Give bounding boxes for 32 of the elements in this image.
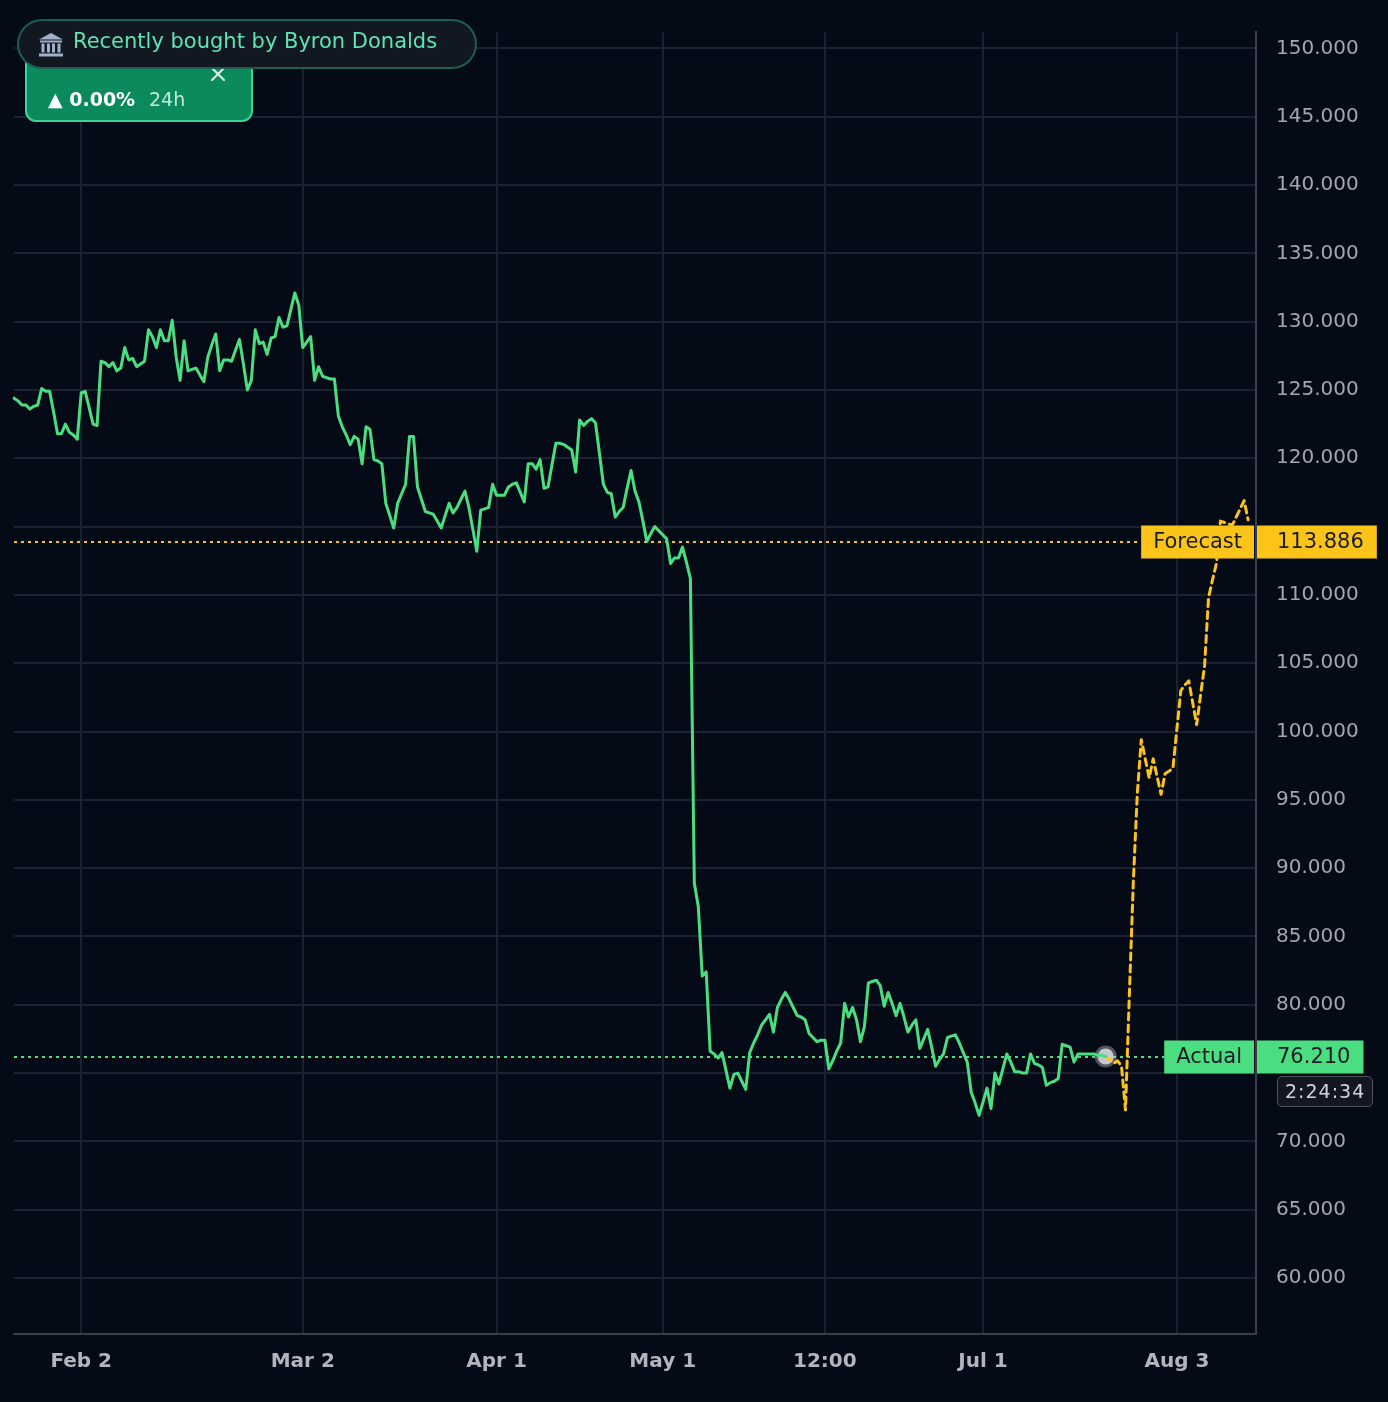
y-tick-label: 100.000 [1276, 717, 1359, 742]
x-tick-label: Apr 1 [466, 1348, 527, 1373]
y-tick-label: 85.000 [1276, 922, 1346, 947]
y-tick-label: 130.000 [1276, 307, 1359, 332]
y-tick-label: 105.000 [1276, 649, 1359, 674]
y-tick-label: 90.000 [1276, 854, 1346, 879]
y-tick-label: 80.000 [1276, 990, 1346, 1015]
y-tick-label: 150.000 [1276, 34, 1359, 59]
ref-line-label: Forecast [1153, 529, 1243, 554]
y-tick-label: 140.000 [1276, 171, 1359, 196]
annotation: Recently bought by Byron Donalds [73, 29, 438, 53]
x-tick-label: May 1 [629, 1348, 697, 1373]
y-tick-label: 95.000 [1276, 786, 1346, 811]
text: 76.210 [1277, 1044, 1351, 1069]
y-tick-label: 65.000 [1276, 1195, 1346, 1220]
text: 2:24:34 [1277, 1076, 1374, 1107]
x-tick-label: Feb 2 [50, 1348, 113, 1373]
x-tick-label: Aug 3 [1144, 1348, 1210, 1373]
y-tick-label: 110.000 [1276, 581, 1359, 606]
text: 113.886 [1277, 529, 1364, 554]
y-tick-label: 135.000 [1276, 239, 1359, 264]
annotation: ▲ 0.00% [48, 88, 136, 110]
y-tick-label: 145.000 [1276, 102, 1359, 127]
x-tick-label: Jul 1 [956, 1348, 1008, 1373]
y-tick-label: 120.000 [1276, 444, 1359, 469]
y-tick-label: 60.000 [1276, 1264, 1346, 1289]
x-tick-label: 12:00 [793, 1348, 857, 1373]
y-tick-label: 125.000 [1276, 376, 1359, 401]
y-tick-label: 70.000 [1276, 1127, 1346, 1152]
x-tick-label: Mar 2 [270, 1348, 335, 1373]
ref-line-label: Actual [1176, 1044, 1243, 1069]
annotation: 24h [149, 88, 186, 110]
